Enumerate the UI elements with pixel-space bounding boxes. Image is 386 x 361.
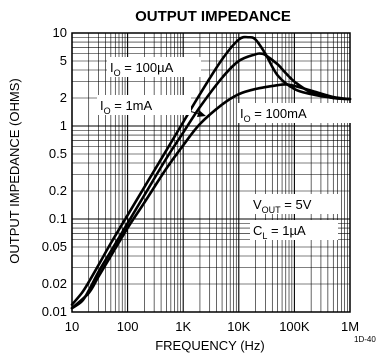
y-tick-label: 2 [60,90,67,105]
annotation-subscript: OUT [262,205,282,215]
annotation-vout: VOUT = 5V [253,197,312,215]
annotation-value: = 100mA [251,106,307,121]
series-io-1ma-line [70,52,352,310]
io-1ma-arrowhead [197,110,206,117]
annotation-value: = 1mA [111,98,153,113]
annotation-subscript: O [104,106,111,116]
x-tick-label: 10K [227,319,250,334]
annotation-subscript: L [262,231,267,241]
annotation-bg-io-100ma [237,103,351,123]
annotation-bg-vout [250,194,338,214]
grid [71,33,350,313]
series-lines [70,35,352,310]
x-tick-label: 100 [117,319,139,334]
plot-frame [71,32,351,313]
y-tick-label: 0.5 [49,146,67,161]
figure-id: 1D-40 [354,335,376,344]
annotation-io-1ma: IO = 1mA [100,98,153,116]
y-tick-label: 1 [60,118,67,133]
annotation-symbol: I [110,60,114,75]
y-tick-label: 0.02 [42,276,67,291]
x-tick-label: 100K [279,319,310,334]
annotation-io-100ma: IO = 100mA [240,106,307,124]
series-io-100ua-line [70,35,352,306]
y-tick-label: 10 [53,25,67,40]
annotation-bg-io-100ua [107,57,201,77]
y-tick-label: 5 [60,53,67,68]
annotation-value: = 100µA [121,60,174,75]
annotation-symbol: I [100,98,104,113]
series-io-100ma-line [70,83,352,310]
annotation-subscript: O [244,114,251,124]
annotation-symbol: V [253,197,262,212]
y-tick-label: 0.05 [42,239,67,254]
y-tick-label: 0.2 [49,183,67,198]
y-tick-label: 0.1 [49,211,67,226]
annotation-subscript: O [114,68,121,78]
chart-title: OUTPUT IMPEDANCE [135,8,291,25]
x-tick-labels: 10 100 1K 10K 100K 1M [65,319,359,334]
annotation-value: = 5V [281,197,312,212]
annotation-symbol: C [253,223,262,238]
annotation-cl: CL = 1µA [253,223,306,241]
x-tick-label: 10 [65,319,79,334]
y-tick-labels: 10 5 2 1 0.5 0.2 0.1 0.05 0.02 0.01 [42,25,67,319]
x-axis-label: FREQUENCY (Hz) [155,338,265,353]
annotation-symbol: I [240,106,244,121]
annotation-io-100ua: IO = 100µA [110,60,174,78]
annotation-bg-io-1ma [97,95,191,115]
annotation-bg-cl [250,220,338,240]
y-tick-label: 0.01 [42,304,67,319]
y-axis-label: OUTPUT IMPEDANCE (OHMS) [7,78,22,263]
x-tick-label: 1K [175,319,191,334]
annotation-value: = 1µA [267,223,306,238]
x-tick-label: 1M [341,319,359,334]
